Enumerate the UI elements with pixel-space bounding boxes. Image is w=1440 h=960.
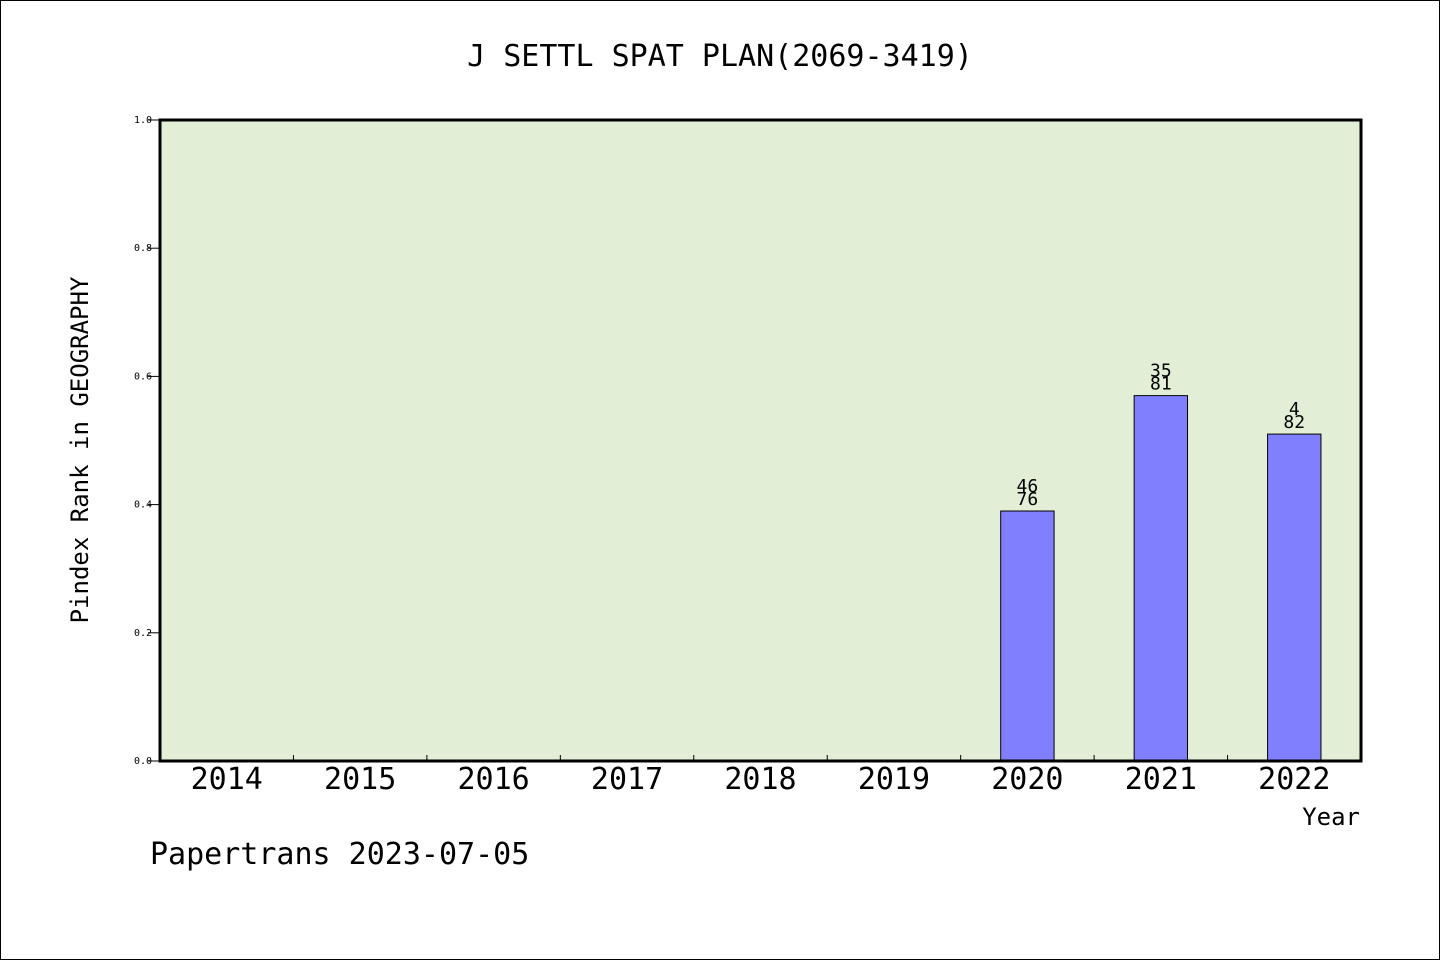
x-tick-label: 2017 <box>591 762 663 797</box>
y-tick-label: 0.2 <box>134 628 152 639</box>
x-tick-label: 2016 <box>457 762 529 797</box>
chart-title: J SETTL SPAT PLAN(2069-3419) <box>467 39 973 74</box>
bar-label-bottom: 76 <box>1017 489 1039 510</box>
y-tick-label: 0.4 <box>134 500 152 511</box>
x-axis: 2014 2015 2016 2017 2018 2019 2020 2021 2022 <box>191 755 1330 797</box>
x-tick-label: 2021 <box>1125 762 1197 797</box>
bar-label-top: 4 <box>1289 399 1300 420</box>
footer-text: Papertrans 2023-07-05 <box>150 837 529 872</box>
x-tick-label: 2014 <box>191 762 263 797</box>
y-tick-label: 0.8 <box>134 243 152 254</box>
bars <box>1000 395 1322 762</box>
x-tick-label: 2022 <box>1258 762 1330 797</box>
x-tick-label: 2015 <box>324 762 396 797</box>
y-tick-label: 0.0 <box>134 756 152 767</box>
bar-label-bottom: 81 <box>1150 374 1172 395</box>
y-axis-label: Pindex Rank in GEOGRAPHY <box>66 276 94 623</box>
bar-label-top: 46 <box>1017 476 1039 497</box>
y-tick-label: 0.6 <box>134 371 152 382</box>
bar-2021 <box>1133 395 1189 762</box>
bar-label-top: 35 <box>1150 361 1172 382</box>
plot-frame <box>158 118 1363 763</box>
x-tick-label: 2019 <box>858 762 930 797</box>
y-axis: 0.0 0.2 0.4 0.6 0.8 1.0 <box>134 115 160 767</box>
x-tick-label: 2020 <box>991 762 1063 797</box>
x-axis-label: Year <box>1302 803 1360 831</box>
y-tick-label: 1.0 <box>134 115 152 126</box>
bar-2020 <box>1000 510 1055 762</box>
bar-label-bottom: 82 <box>1283 412 1305 433</box>
bar-2022 <box>1267 433 1322 762</box>
x-tick-label: 2018 <box>724 762 796 797</box>
